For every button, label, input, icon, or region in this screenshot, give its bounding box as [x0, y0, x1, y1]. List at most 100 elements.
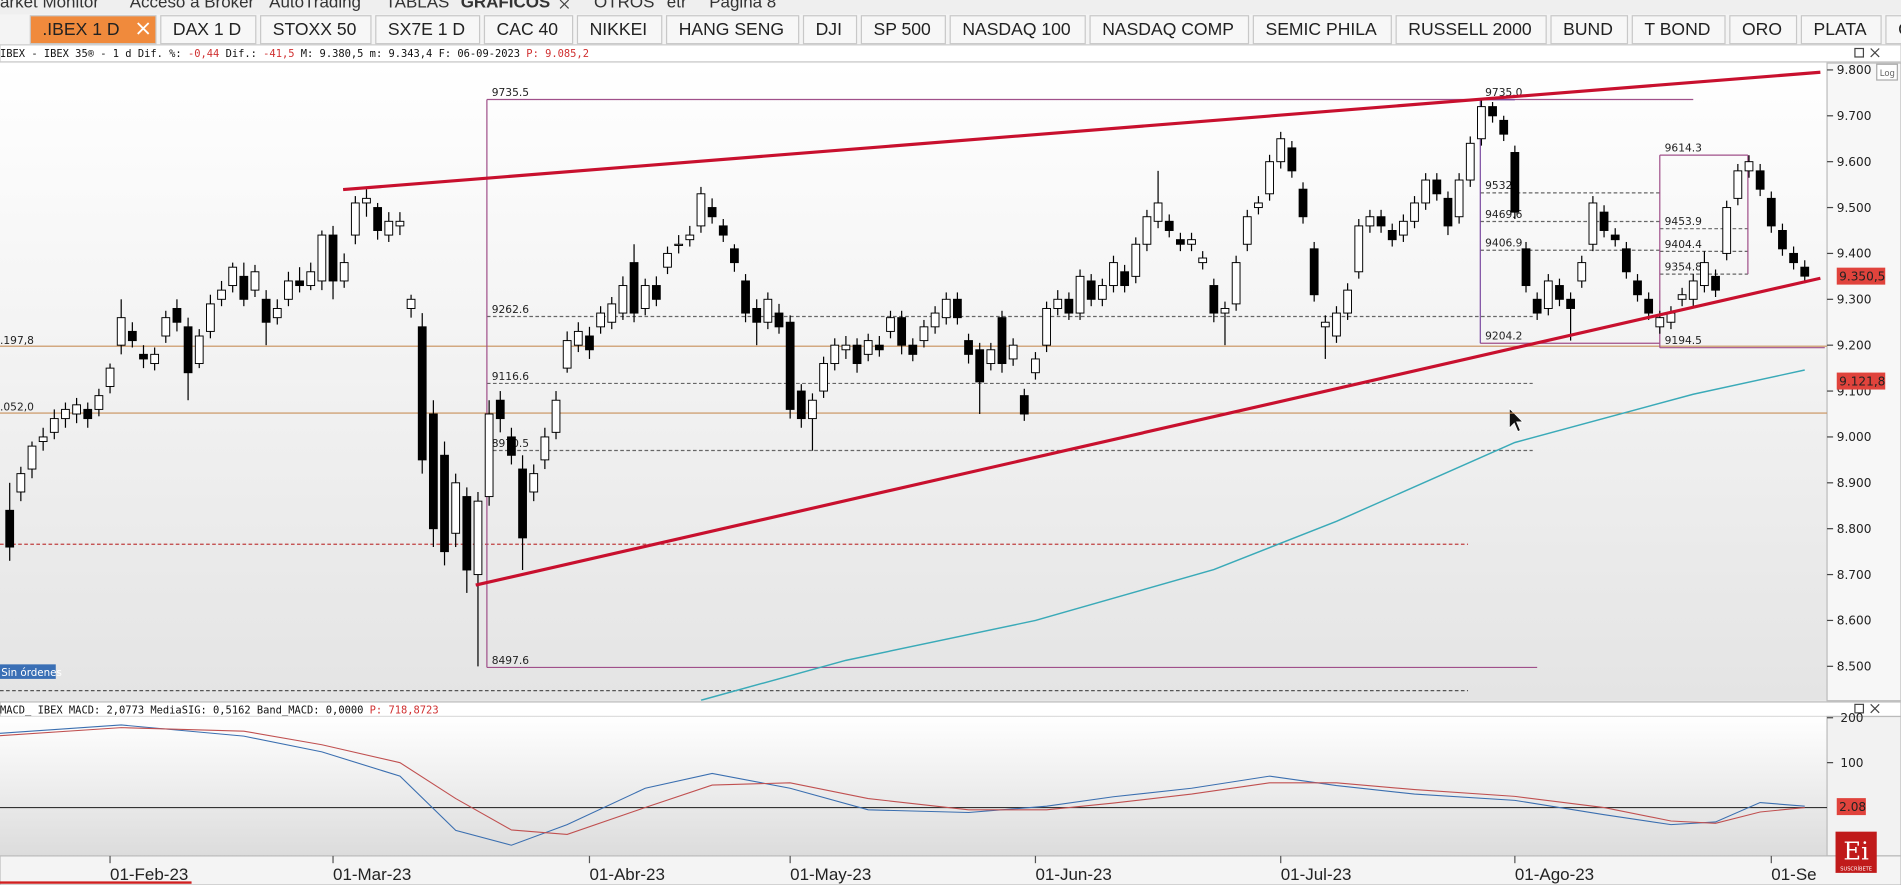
tab-background[interactable] — [1631, 15, 1726, 45]
tab-background[interactable] — [1800, 15, 1882, 45]
tab-background[interactable] — [1395, 15, 1547, 45]
tab-label[interactable]: ORO — [1742, 19, 1782, 39]
tab[interactable]: ORO — [1729, 15, 1798, 45]
tab-background[interactable] — [483, 15, 574, 45]
logo-box[interactable] — [1835, 831, 1877, 873]
candle-body — [1421, 179, 1431, 204]
tab-label[interactable]: BUND — [1563, 19, 1613, 39]
tab-label[interactable]: SP 500 — [874, 19, 932, 39]
tab[interactable]: CAC 40 — [483, 15, 574, 45]
tab[interactable]: NASDAQ 100 — [949, 15, 1086, 45]
tab-background[interactable] — [1885, 15, 1901, 45]
macd-line — [0, 724, 1805, 846]
tab[interactable]: STOXX 50 — [260, 15, 372, 45]
info-segment: -41,5 — [263, 48, 294, 60]
tab-label[interactable]: DAX 1 D — [173, 19, 241, 39]
tab-label[interactable]: STOXX 50 — [273, 19, 357, 39]
tab-label[interactable]: RUSSELL 2000 — [1408, 19, 1532, 39]
tab-label[interactable]: NASDAQ COMP — [1102, 19, 1234, 39]
candle-body — [1309, 248, 1319, 296]
window-controls[interactable] — [1854, 47, 1880, 714]
level-label: 9354.8 — [1665, 261, 1703, 274]
tab-background[interactable] — [802, 15, 858, 45]
menu-item[interactable]: arket Monitor — [0, 0, 99, 11]
maximize-button[interactable] — [1854, 47, 1865, 58]
tab[interactable]: BUND — [1550, 15, 1629, 45]
tab-label[interactable]: .IBEX 1 D — [42, 19, 119, 39]
orders-label[interactable]: Sin órdenes — [1, 667, 62, 679]
menu-item[interactable]: Página 8 — [709, 0, 776, 11]
candle-body — [1410, 202, 1419, 222]
tab[interactable]: RUSSELL 2000 — [1395, 15, 1547, 45]
tab[interactable]: T BOND — [1631, 15, 1726, 45]
log-button-label[interactable]: Log — [1880, 68, 1895, 78]
trend-line — [475, 276, 1821, 587]
tab-label[interactable]: CAC 40 — [497, 19, 559, 39]
close-icon[interactable] — [559, 0, 570, 9]
candle-body — [1153, 202, 1163, 222]
tab-background[interactable] — [1089, 15, 1250, 45]
menu-item[interactable]: Acceso a Broker — [130, 0, 255, 11]
tab-label[interactable]: DJI — [816, 19, 842, 39]
orders-badge[interactable] — [0, 664, 56, 679]
candle-body — [250, 271, 260, 291]
log-button[interactable] — [1876, 63, 1898, 81]
tab[interactable]: CRUDO — [1885, 15, 1901, 45]
candle-body — [1064, 298, 1074, 314]
menu-item[interactable]: etr — [667, 0, 687, 11]
close-button[interactable] — [1870, 703, 1880, 714]
tab[interactable]: .IBEX 1 D — [29, 15, 157, 45]
tab-label[interactable]: PLATA — [1814, 19, 1867, 39]
candle-body — [718, 225, 728, 236]
close-button[interactable] — [1870, 48, 1880, 58]
tab-label[interactable]: SEMIC PHILA — [1265, 19, 1377, 39]
candle-body — [1633, 280, 1642, 296]
tab-background[interactable] — [29, 15, 157, 45]
tab[interactable]: DAX 1 D — [160, 15, 257, 45]
tab-background[interactable] — [665, 15, 800, 45]
logo-text[interactable]: Ei — [1843, 837, 1869, 866]
tab-label[interactable]: HANG SENG — [679, 19, 784, 39]
candle-body — [1733, 170, 1743, 199]
candle-body — [930, 312, 940, 328]
tab[interactable]: SP 500 — [860, 15, 946, 45]
menu-item[interactable]: AutoTrading — [269, 0, 361, 11]
macd-marker-label: 2.08 — [1839, 800, 1866, 814]
candle-body — [105, 367, 115, 387]
tab-close[interactable] — [137, 22, 150, 35]
candle-body — [1677, 294, 1687, 300]
level-label: 9614.3 — [1665, 141, 1702, 154]
tab-label[interactable]: SX7E 1 D — [388, 19, 465, 39]
tab-background[interactable] — [1550, 15, 1629, 45]
tab-label[interactable]: T BOND — [1644, 19, 1710, 39]
tab[interactable]: SX7E 1 D — [375, 15, 481, 45]
tab-label[interactable]: CRUDO — [1898, 19, 1901, 39]
tab-background[interactable] — [160, 15, 257, 45]
tab-background[interactable] — [576, 15, 663, 45]
tab-background[interactable] — [1729, 15, 1798, 45]
tab-label[interactable]: NASDAQ 100 — [962, 19, 1071, 39]
tab[interactable]: PLATA — [1800, 15, 1882, 45]
tab[interactable]: NASDAQ COMP — [1089, 15, 1250, 45]
logo-subtext[interactable]: SUSCRÍBETE — [1840, 865, 1872, 872]
menu-item[interactable]: GRÁFICOS — [461, 0, 551, 11]
tab-background[interactable] — [860, 15, 946, 45]
tab[interactable]: SEMIC PHILA — [1252, 15, 1392, 45]
menu-item[interactable]: OTROS — [594, 0, 654, 11]
candle-body — [852, 344, 862, 365]
tab-background[interactable] — [260, 15, 372, 45]
y2-tick-label: 200 — [1840, 711, 1863, 725]
tab[interactable]: NIKKEI — [576, 15, 663, 45]
tab[interactable]: HANG SENG — [665, 15, 800, 45]
candle-body — [1265, 161, 1274, 195]
x-tick-label: 01-Abr-23 — [589, 865, 664, 884]
candle-body — [1042, 307, 1051, 346]
maximize-button[interactable] — [1854, 703, 1865, 714]
tab-background[interactable] — [949, 15, 1086, 45]
tab-background[interactable] — [375, 15, 481, 45]
tab[interactable]: DJI — [802, 15, 858, 45]
tab-label[interactable]: NIKKEI — [590, 19, 648, 39]
menu-item[interactable]: TABLAS — [386, 0, 450, 11]
candle-body — [741, 280, 750, 314]
tab-background[interactable] — [1252, 15, 1392, 45]
